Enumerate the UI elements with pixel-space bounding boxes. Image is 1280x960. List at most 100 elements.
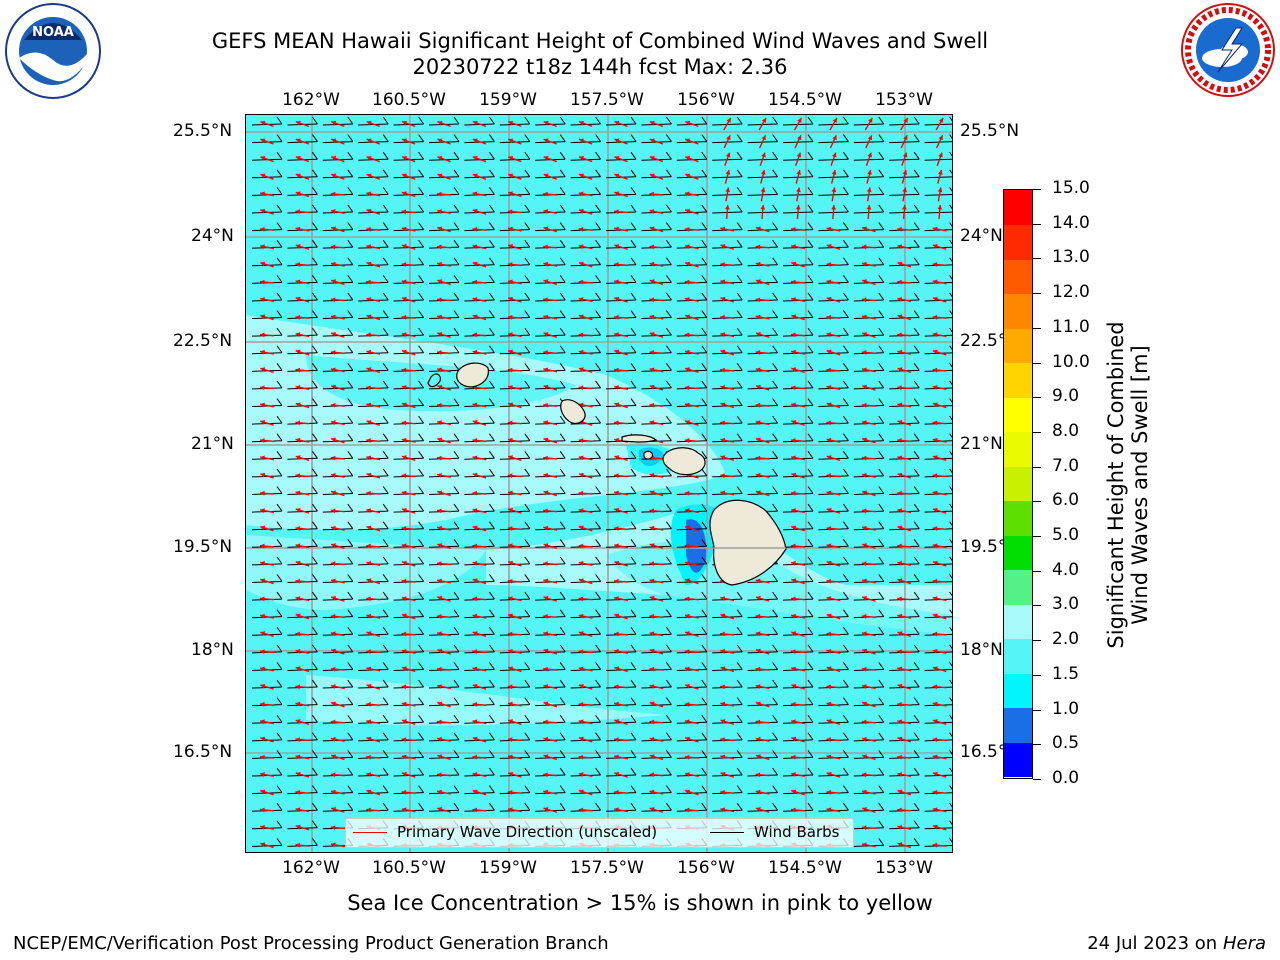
wave-arrow-head bbox=[472, 279, 478, 285]
wave-arrow-head bbox=[366, 402, 372, 408]
wave-arrow-head bbox=[791, 438, 796, 443]
wind-barb-flag bbox=[807, 714, 814, 723]
wave-arrow-head bbox=[755, 648, 761, 654]
wind-barb-flag bbox=[842, 116, 849, 125]
wave-arrow-head bbox=[897, 226, 902, 232]
wind-barb-flag bbox=[842, 187, 849, 195]
colorbar-tick-label: 2.0 bbox=[1052, 629, 1080, 650]
wave-arrow-head bbox=[543, 684, 549, 689]
wind-barb-flag bbox=[559, 538, 566, 547]
wave-arrow-head bbox=[791, 719, 796, 725]
wind-barb-flag bbox=[382, 275, 389, 283]
wind-barb-flag bbox=[630, 538, 637, 547]
wave-arrow-head bbox=[685, 314, 691, 320]
wave-arrow-head bbox=[862, 543, 868, 548]
wind-barb-flag bbox=[453, 521, 460, 529]
wave-arrow-head bbox=[437, 350, 442, 355]
wind-barb-flag bbox=[772, 292, 779, 301]
wind-barb-flag bbox=[311, 662, 318, 670]
wind-barb-flag bbox=[807, 187, 814, 195]
wave-arrow-head bbox=[578, 649, 584, 655]
wind-barb-flag bbox=[842, 626, 849, 635]
wind-barb-flag bbox=[382, 732, 389, 741]
wind-barb-flag bbox=[276, 468, 283, 477]
wind-barb-flag bbox=[807, 486, 814, 494]
wave-arrow-head bbox=[932, 490, 938, 496]
wind-barb-flag bbox=[382, 468, 389, 477]
wave-arrow-head bbox=[437, 367, 442, 373]
wave-arrow-head bbox=[295, 226, 301, 232]
wind-barb-flag bbox=[488, 609, 495, 617]
wind-barb-flag bbox=[913, 662, 920, 670]
wind-barb-flag bbox=[276, 116, 283, 125]
wave-arrow-head bbox=[366, 314, 372, 320]
wave-arrow-head bbox=[614, 455, 620, 460]
wind-barb-flag bbox=[347, 239, 354, 248]
wind-barb-flag bbox=[842, 697, 849, 705]
wind-barb-flag bbox=[488, 626, 495, 635]
wind-barb-flag bbox=[878, 662, 885, 670]
wave-arrow-head bbox=[401, 226, 407, 232]
wave-arrow-head bbox=[260, 367, 266, 372]
wind-barb-flag bbox=[913, 275, 920, 283]
wave-arrow-head bbox=[507, 226, 513, 232]
wind-barb-flag bbox=[878, 134, 885, 142]
wave-arrow-head bbox=[938, 152, 943, 158]
wave-arrow-head bbox=[472, 631, 478, 636]
wind-barb-flag bbox=[382, 257, 389, 266]
wave-arrow-head bbox=[507, 367, 513, 373]
wind-barb-flag bbox=[665, 292, 672, 301]
wave-arrow-head bbox=[897, 244, 903, 250]
wave-arrow-head bbox=[649, 631, 655, 637]
wave-arrow-head bbox=[472, 244, 478, 250]
wind-barb-flag bbox=[949, 398, 952, 403]
wave-arrow-head bbox=[507, 314, 513, 320]
wave-arrow-head bbox=[330, 736, 336, 742]
wave-arrow-head bbox=[401, 490, 407, 496]
wind-barb-flag bbox=[949, 415, 952, 421]
wave-arrow-head bbox=[330, 420, 336, 425]
wind-barb-flag bbox=[276, 697, 283, 705]
wind-barb-flag bbox=[913, 468, 920, 477]
wind-barb-flag bbox=[418, 451, 425, 459]
wave-arrow-head bbox=[897, 472, 903, 478]
colorbar-tick-label: 13.0 bbox=[1052, 247, 1090, 268]
wind-barb-flag bbox=[842, 257, 849, 266]
wind-barb-flag bbox=[453, 468, 460, 477]
colorbar-cell bbox=[1004, 500, 1032, 536]
wave-arrow-head bbox=[791, 261, 797, 267]
wave-arrow-head bbox=[366, 736, 372, 742]
wave-arrow-head bbox=[649, 314, 655, 320]
wave-arrow-head bbox=[295, 701, 301, 707]
wind-barb-flag bbox=[311, 292, 318, 301]
wave-arrow-head bbox=[897, 525, 903, 531]
wind-barb-flag bbox=[949, 626, 952, 632]
plot-title-line2: 20230722 t18z 144h fcst Max: 2.36 bbox=[412, 55, 788, 79]
wind-barb-flag bbox=[418, 169, 425, 178]
wind-barb-flag bbox=[772, 503, 779, 512]
wind-barb-flag bbox=[347, 292, 354, 301]
wind-barb-flag bbox=[276, 644, 283, 653]
wave-arrow-head bbox=[366, 719, 372, 725]
wave-arrow-head bbox=[578, 332, 584, 338]
wind-barb-flag bbox=[382, 626, 389, 635]
wave-arrow-head bbox=[401, 578, 407, 584]
wave-arrow-head bbox=[826, 279, 832, 285]
wind-barb-flag bbox=[524, 275, 531, 283]
wind-barb-flag bbox=[276, 679, 283, 688]
wind-barb-flag bbox=[276, 626, 283, 635]
wind-barb-flag bbox=[311, 116, 318, 125]
wave-arrow-head bbox=[437, 684, 442, 689]
wind-barb-flag bbox=[630, 345, 637, 354]
wind-barb-flag bbox=[418, 151, 425, 160]
wave-arrow-head bbox=[295, 262, 301, 267]
wave-arrow-head bbox=[826, 701, 832, 707]
wave-arrow-head bbox=[791, 490, 796, 496]
lon-label-bottom: 159°W bbox=[479, 858, 537, 878]
wave-arrow-head bbox=[260, 244, 265, 250]
wave-arrow-head bbox=[720, 684, 725, 690]
lat-label-left: 22.5°N bbox=[173, 331, 233, 351]
wind-barb-flag bbox=[595, 574, 602, 582]
wind-barb-flag bbox=[701, 257, 708, 266]
colorbar-tick-label: 12.0 bbox=[1052, 282, 1090, 303]
